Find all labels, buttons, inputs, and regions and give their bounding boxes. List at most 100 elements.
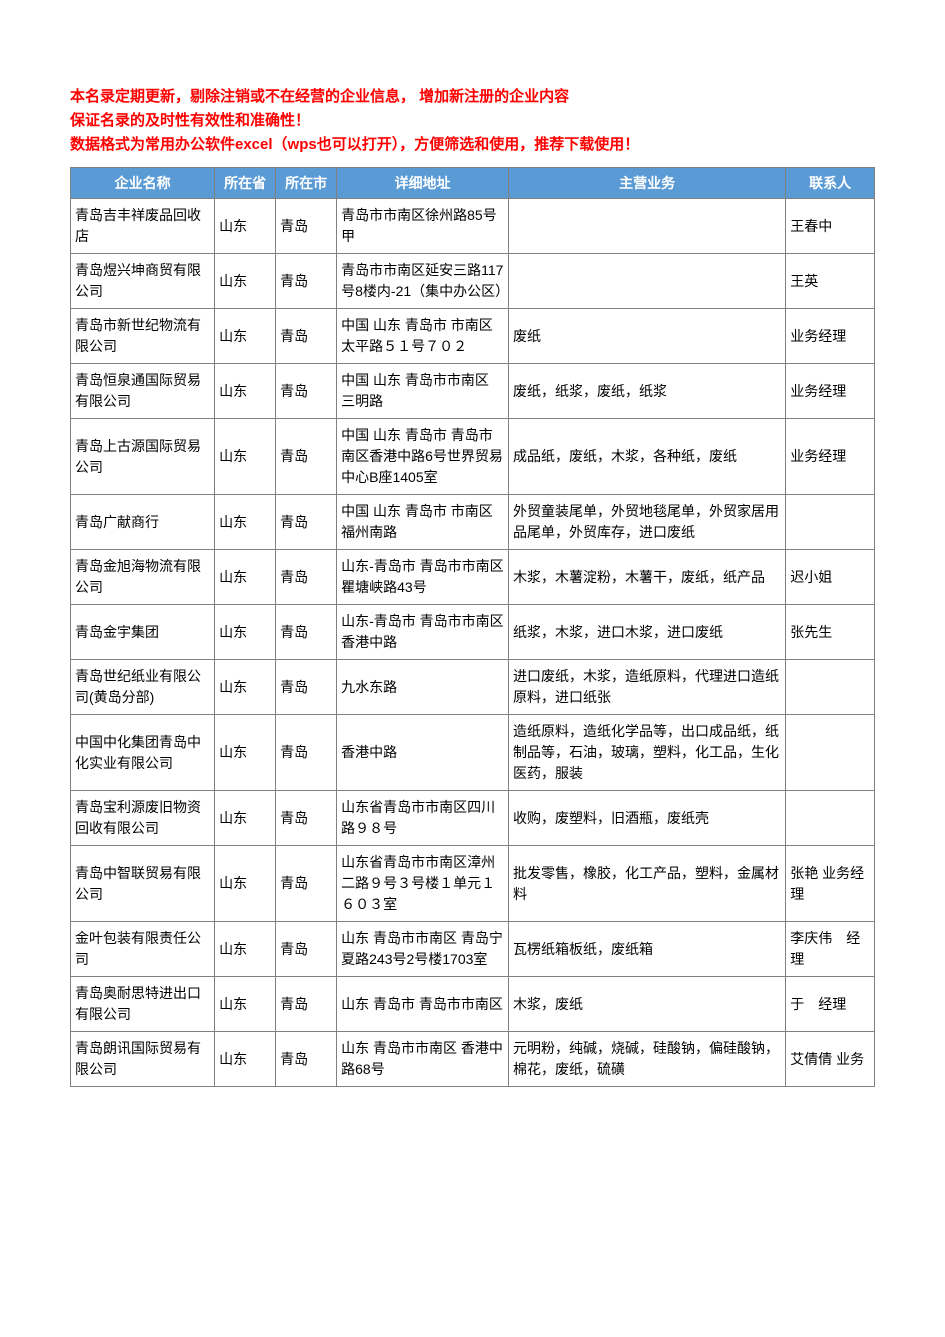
- cell-city: 青岛: [276, 495, 337, 550]
- cell-name: 青岛宝利源废旧物资回收有限公司: [71, 791, 215, 846]
- cell-province: 山东: [215, 254, 276, 309]
- table-row: 青岛市新世纪物流有限公司山东青岛中国 山东 青岛市 市南区太平路５１号７０２废纸…: [71, 309, 875, 364]
- cell-name: 青岛广献商行: [71, 495, 215, 550]
- cell-contact: 于 经理: [786, 977, 875, 1032]
- cell-business: [509, 199, 786, 254]
- cell-province: 山东: [215, 605, 276, 660]
- cell-city: 青岛: [276, 977, 337, 1032]
- cell-contact: 张艳 业务经理: [786, 846, 875, 922]
- intro-line-1: 本名录定期更新，剔除注销或不在经营的企业信息， 增加新注册的企业内容: [70, 85, 875, 109]
- cell-business: 瓦楞纸箱板纸，废纸箱: [509, 922, 786, 977]
- cell-city: 青岛: [276, 550, 337, 605]
- header-address: 详细地址: [337, 168, 509, 199]
- cell-name: 青岛金旭海物流有限公司: [71, 550, 215, 605]
- cell-city: 青岛: [276, 605, 337, 660]
- cell-contact: 王春中: [786, 199, 875, 254]
- cell-province: 山东: [215, 846, 276, 922]
- cell-address: 山东省青岛市市南区漳州二路９号３号楼１单元１６０３室: [337, 846, 509, 922]
- table-row: 青岛吉丰祥废品回收店山东青岛青岛市市南区徐州路85号甲王春中: [71, 199, 875, 254]
- cell-province: 山东: [215, 199, 276, 254]
- cell-business: 外贸童装尾单，外贸地毯尾单，外贸家居用品尾单，外贸库存，进口废纸: [509, 495, 786, 550]
- cell-city: 青岛: [276, 660, 337, 715]
- cell-name: 青岛世纪纸业有限公司(黄岛分部): [71, 660, 215, 715]
- cell-address: 山东-青岛市 青岛市市南区瞿塘峡路43号: [337, 550, 509, 605]
- cell-contact: 迟小姐: [786, 550, 875, 605]
- cell-address: 香港中路: [337, 715, 509, 791]
- cell-contact: [786, 495, 875, 550]
- cell-business: 造纸原料，造纸化学品等，出口成品纸，纸制品等，石油，玻璃，塑料，化工品，生化医药…: [509, 715, 786, 791]
- table-row: 青岛金宇集团山东青岛山东-青岛市 青岛市市南区香港中路纸浆，木浆，进口木浆，进口…: [71, 605, 875, 660]
- table-row: 青岛宝利源废旧物资回收有限公司山东青岛山东省青岛市市南区四川路９８号收购，废塑料…: [71, 791, 875, 846]
- cell-city: 青岛: [276, 199, 337, 254]
- cell-name: 青岛恒泉通国际贸易有限公司: [71, 364, 215, 419]
- cell-business: 成品纸，废纸，木浆，各种纸，废纸: [509, 419, 786, 495]
- cell-name: 青岛奥耐思特进出口有限公司: [71, 977, 215, 1032]
- cell-province: 山东: [215, 495, 276, 550]
- table-row: 青岛奥耐思特进出口有限公司山东青岛山东 青岛市 青岛市市南区木浆，废纸于 经理: [71, 977, 875, 1032]
- cell-address: 九水东路: [337, 660, 509, 715]
- cell-city: 青岛: [276, 791, 337, 846]
- cell-business: 木浆，废纸: [509, 977, 786, 1032]
- cell-province: 山东: [215, 660, 276, 715]
- cell-address: 山东-青岛市 青岛市市南区香港中路: [337, 605, 509, 660]
- cell-address: 山东省青岛市市南区四川路９８号: [337, 791, 509, 846]
- table-row: 青岛朗讯国际贸易有限公司山东青岛山东 青岛市市南区 香港中路68号元明粉，纯碱，…: [71, 1032, 875, 1087]
- cell-contact: [786, 791, 875, 846]
- table-row: 金叶包装有限责任公司山东青岛山东 青岛市市南区 青岛宁夏路243号2号楼1703…: [71, 922, 875, 977]
- cell-name: 青岛市新世纪物流有限公司: [71, 309, 215, 364]
- enterprise-table: 企业名称 所在省 所在市 详细地址 主营业务 联系人 青岛吉丰祥废品回收店山东青…: [70, 167, 875, 1087]
- cell-city: 青岛: [276, 364, 337, 419]
- cell-business: 废纸: [509, 309, 786, 364]
- table-row: 中国中化集团青岛中化实业有限公司山东青岛香港中路造纸原料，造纸化学品等，出口成品…: [71, 715, 875, 791]
- cell-business: 废纸，纸浆，废纸，纸浆: [509, 364, 786, 419]
- header-business: 主营业务: [509, 168, 786, 199]
- table-row: 青岛煜兴坤商贸有限公司山东青岛青岛市市南区延安三路117号8楼内-21（集中办公…: [71, 254, 875, 309]
- intro-line-2: 保证名录的及时性有效性和准确性！: [70, 109, 875, 133]
- header-province: 所在省: [215, 168, 276, 199]
- table-row: 青岛广献商行山东青岛中国 山东 青岛市 市南区福州南路外贸童装尾单，外贸地毯尾单…: [71, 495, 875, 550]
- cell-contact: [786, 660, 875, 715]
- cell-province: 山东: [215, 309, 276, 364]
- cell-name: 青岛朗讯国际贸易有限公司: [71, 1032, 215, 1087]
- cell-city: 青岛: [276, 419, 337, 495]
- cell-contact: 李庆伟 经理: [786, 922, 875, 977]
- table-body: 青岛吉丰祥废品回收店山东青岛青岛市市南区徐州路85号甲王春中 青岛煜兴坤商贸有限…: [71, 199, 875, 1087]
- cell-contact: 艾倩倩 业务: [786, 1032, 875, 1087]
- header-name: 企业名称: [71, 168, 215, 199]
- cell-province: 山东: [215, 715, 276, 791]
- cell-address: 中国 山东 青岛市 青岛市南区香港中路6号世界贸易中心B座1405室: [337, 419, 509, 495]
- cell-city: 青岛: [276, 1032, 337, 1087]
- intro-block: 本名录定期更新，剔除注销或不在经营的企业信息， 增加新注册的企业内容 保证名录的…: [70, 85, 875, 157]
- table-row: 青岛中智联贸易有限公司山东青岛山东省青岛市市南区漳州二路９号３号楼１单元１６０３…: [71, 846, 875, 922]
- table-header-row: 企业名称 所在省 所在市 详细地址 主营业务 联系人: [71, 168, 875, 199]
- cell-province: 山东: [215, 364, 276, 419]
- cell-business: 木浆，木薯淀粉，木薯干，废纸，纸产品: [509, 550, 786, 605]
- cell-contact: 业务经理: [786, 419, 875, 495]
- cell-address: 中国 山东 青岛市市南区 三明路: [337, 364, 509, 419]
- cell-contact: 张先生: [786, 605, 875, 660]
- cell-contact: 业务经理: [786, 364, 875, 419]
- cell-contact: 王英: [786, 254, 875, 309]
- cell-name: 青岛上古源国际贸易公司: [71, 419, 215, 495]
- header-contact: 联系人: [786, 168, 875, 199]
- cell-business: 批发零售，橡胶，化工产品，塑料，金属材料: [509, 846, 786, 922]
- cell-name: 金叶包装有限责任公司: [71, 922, 215, 977]
- cell-province: 山东: [215, 1032, 276, 1087]
- cell-name: 青岛中智联贸易有限公司: [71, 846, 215, 922]
- cell-province: 山东: [215, 791, 276, 846]
- cell-address: 山东 青岛市市南区 青岛宁夏路243号2号楼1703室: [337, 922, 509, 977]
- cell-city: 青岛: [276, 309, 337, 364]
- cell-city: 青岛: [276, 254, 337, 309]
- cell-business: 收购，废塑料，旧酒瓶，废纸壳: [509, 791, 786, 846]
- table-row: 青岛恒泉通国际贸易有限公司山东青岛中国 山东 青岛市市南区 三明路废纸，纸浆，废…: [71, 364, 875, 419]
- cell-province: 山东: [215, 922, 276, 977]
- cell-name: 青岛吉丰祥废品回收店: [71, 199, 215, 254]
- cell-city: 青岛: [276, 846, 337, 922]
- cell-business: 元明粉，纯碱，烧碱，硅酸钠，偏硅酸钠，棉花，废纸，硫磺: [509, 1032, 786, 1087]
- header-city: 所在市: [276, 168, 337, 199]
- cell-name: 青岛煜兴坤商贸有限公司: [71, 254, 215, 309]
- cell-name: 中国中化集团青岛中化实业有限公司: [71, 715, 215, 791]
- table-row: 青岛世纪纸业有限公司(黄岛分部)山东青岛九水东路进口废纸，木浆，造纸原料，代理进…: [71, 660, 875, 715]
- table-row: 青岛金旭海物流有限公司山东青岛山东-青岛市 青岛市市南区瞿塘峡路43号木浆，木薯…: [71, 550, 875, 605]
- cell-province: 山东: [215, 419, 276, 495]
